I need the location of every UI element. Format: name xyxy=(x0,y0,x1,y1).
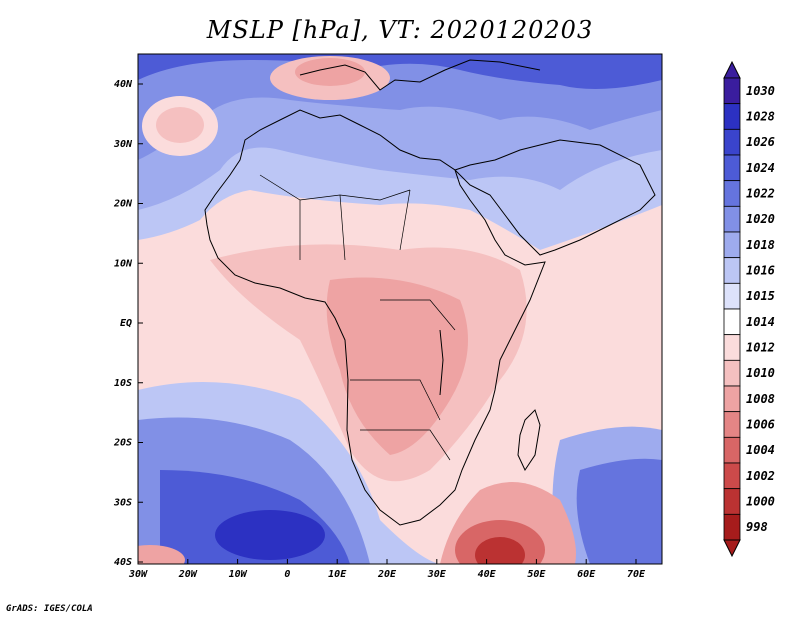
lat-tick-label: 20S xyxy=(113,438,132,449)
lon-tick-label: 20E xyxy=(377,569,397,580)
colorbar-level-label: 1008 xyxy=(746,392,775,406)
field-central-low-core xyxy=(326,277,468,455)
colorbar-level-label: 1018 xyxy=(746,238,775,252)
grads-credit: GrADS: IGES/COLA xyxy=(6,604,93,614)
colorbar-swatch xyxy=(723,77,741,105)
colorbar-swatch xyxy=(723,462,741,490)
colorbar-level-label: 1028 xyxy=(746,110,775,124)
field-azores-low-core xyxy=(156,107,204,143)
lat-tick-label: 10N xyxy=(114,258,133,269)
africa-coastline xyxy=(204,109,546,526)
lat-tick-label: 10S xyxy=(114,378,132,389)
lon-tick-label: 40E xyxy=(478,569,497,580)
lat-tick-label: EQ xyxy=(120,318,132,329)
lon-tick-label: 30W xyxy=(128,569,148,580)
field-north-high-4 xyxy=(138,54,662,89)
field-med-low-core xyxy=(295,58,365,86)
plot-frame xyxy=(137,53,663,565)
field-se-low-core xyxy=(475,537,525,564)
colorbar-swatch xyxy=(723,154,741,182)
colorbar-level-label: 1016 xyxy=(746,264,775,278)
colorbar-swatch xyxy=(723,513,741,541)
lon-tick-label: 60E xyxy=(577,569,596,580)
colorbar-level-label: 1020 xyxy=(746,212,775,226)
colorbar-bottom-arrow xyxy=(723,539,741,558)
colorbar-level-label: 1015 xyxy=(746,289,775,303)
lat-tick-label: 40S xyxy=(114,557,132,568)
field-sw-low xyxy=(138,545,185,564)
field-south-high-core xyxy=(215,510,325,560)
lon-tick-label: 50E xyxy=(527,569,546,580)
lake-outline xyxy=(439,329,444,396)
colorbar-swatch xyxy=(723,103,741,130)
colorbar-swatch xyxy=(723,385,741,413)
colorbar-swatch xyxy=(723,257,741,284)
europe-coastline xyxy=(299,59,541,91)
country-borders xyxy=(259,174,456,461)
colorbar-level-label: 1006 xyxy=(746,418,775,432)
lat-tick-label: 40N xyxy=(114,79,133,90)
colorbar-swatch xyxy=(723,180,741,207)
colorbar-level-label: 1012 xyxy=(746,341,775,355)
colorbar: 1030 1028 1026 1024 1022 1020 1018 1016 1015 1014… xyxy=(723,60,775,558)
colorbar-level-label: 1002 xyxy=(746,469,775,483)
colorbar-level-label: 1024 xyxy=(746,161,775,175)
madagascar-coastline xyxy=(517,409,541,472)
colorbar-swatch xyxy=(723,359,741,387)
colorbar-top-arrow xyxy=(723,60,741,79)
pressure-field xyxy=(138,54,662,564)
colorbar-level-label: 998 xyxy=(746,520,768,534)
arabia-coastline xyxy=(454,139,656,256)
colorbar-swatch xyxy=(723,128,741,156)
colorbar-level-label: 1014 xyxy=(746,315,775,329)
lon-tick-label: 20W xyxy=(178,569,198,580)
lon-tick-label: 70E xyxy=(627,569,646,580)
longitude-axis: 30W 20W 10W 0 10E 20E 30E 40E 50E 60E 70E xyxy=(128,559,646,580)
colorbar-swatch xyxy=(723,282,741,310)
colorbar-level-label: 1010 xyxy=(746,366,775,380)
lat-tick-label: 30S xyxy=(113,497,132,508)
colorbar-swatch xyxy=(723,205,741,233)
colorbar-swatch xyxy=(723,411,741,438)
lon-tick-label: 10W xyxy=(229,569,248,580)
lon-tick-label: 10E xyxy=(328,569,347,580)
colorbar-level-label: 1022 xyxy=(746,187,775,201)
lat-tick-label: 30N xyxy=(113,139,133,150)
colorbar-level-label: 1030 xyxy=(746,84,775,98)
lon-tick-label: 30E xyxy=(427,569,447,580)
colorbar-swatch xyxy=(723,231,741,259)
colorbar-swatch xyxy=(723,308,741,336)
colorbar-swatch xyxy=(723,488,741,515)
colorbar-swatch xyxy=(723,334,741,361)
latitude-axis: 40N 30N 20N 10N EQ 10S 20S 30S 40S xyxy=(113,79,143,568)
chart-title: MSLP [hPa], VT: 2020120203 xyxy=(206,16,594,44)
colorbar-level-label: 1000 xyxy=(746,495,775,509)
lat-tick-label: 20N xyxy=(113,199,133,210)
colorbar-level-label: 1026 xyxy=(746,135,775,149)
lon-tick-label: 0 xyxy=(284,569,290,580)
field-se-high-core xyxy=(576,458,662,564)
colorbar-swatch xyxy=(723,436,741,464)
colorbar-level-label: 1004 xyxy=(746,443,775,457)
